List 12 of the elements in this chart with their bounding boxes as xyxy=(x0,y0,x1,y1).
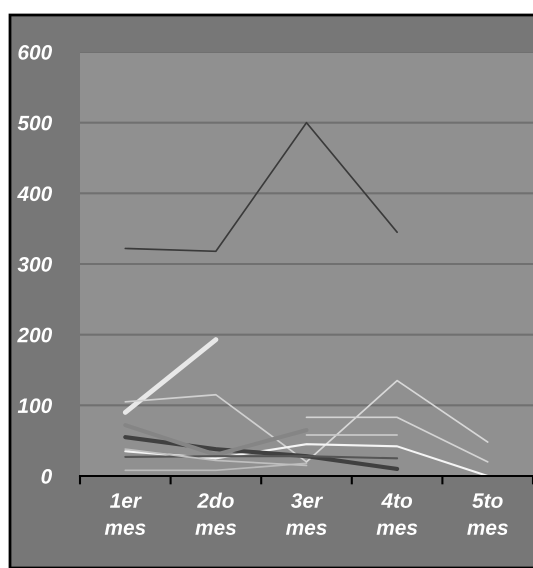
y-tick-label: 500 xyxy=(18,116,52,130)
y-tick-label: 0 xyxy=(42,469,52,484)
x-tick-label: 1er mes xyxy=(104,493,146,535)
x-tick-label: 3er mes xyxy=(286,493,327,535)
x-tick-label: 4to mes xyxy=(376,493,418,535)
y-tick-label: 200 xyxy=(17,328,52,342)
y-tick-label: 600 xyxy=(18,45,52,60)
y-tick-label: 300 xyxy=(18,257,52,272)
x-tick-label: 2do mes xyxy=(195,492,236,535)
y-tick-label: 400 xyxy=(17,186,52,202)
y-tick-label: 100 xyxy=(18,398,52,414)
x-tick-label: 5to mes xyxy=(467,493,508,535)
